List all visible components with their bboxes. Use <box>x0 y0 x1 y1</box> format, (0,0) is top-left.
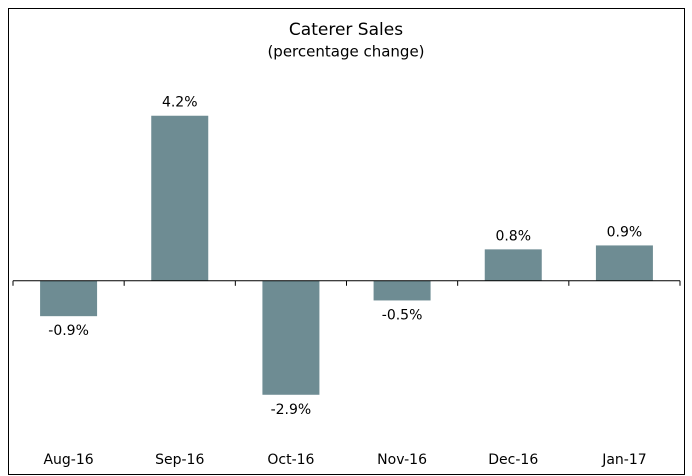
data-label: -0.9% <box>48 323 89 339</box>
chart-subtitle: (percentage change) <box>267 43 424 61</box>
bar <box>373 280 431 301</box>
data-label: 0.9% <box>607 224 643 240</box>
bar <box>262 280 320 395</box>
x-tick-label: Oct-16 <box>267 452 314 468</box>
frame <box>8 8 685 475</box>
data-label: -2.9% <box>271 402 312 418</box>
x-tick-label: Jan-17 <box>601 452 646 468</box>
x-tick-label: Dec-16 <box>488 452 538 468</box>
data-label: -0.5% <box>382 307 423 323</box>
x-tick-label: Aug-16 <box>43 452 93 468</box>
chart-title: Caterer Sales <box>289 20 403 40</box>
bar <box>484 249 542 281</box>
bar <box>40 280 98 317</box>
data-label: 4.2% <box>162 95 198 111</box>
bar <box>595 245 653 281</box>
x-tick-label: Sep-16 <box>155 452 204 468</box>
x-tick-label: Nov-16 <box>377 452 427 468</box>
data-label: 0.8% <box>495 228 531 244</box>
bar <box>151 115 209 281</box>
